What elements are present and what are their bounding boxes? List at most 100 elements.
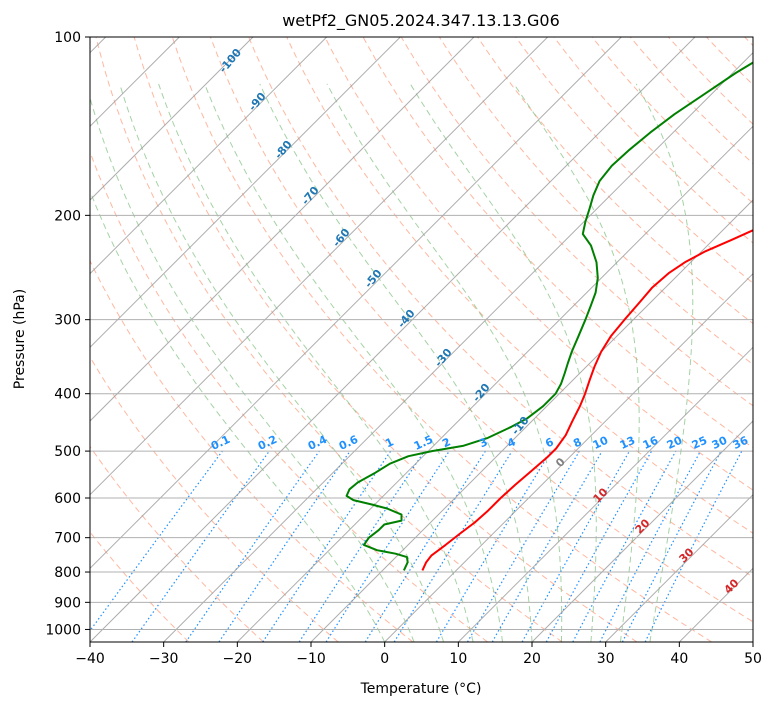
y-tick-label: 200	[54, 208, 81, 224]
dry-adiabat	[210, 37, 753, 623]
x-tick-label: 10	[449, 651, 467, 667]
mixing-ratio-line	[521, 450, 631, 642]
moist-adiabat	[158, 83, 474, 642]
dry-adiabat	[90, 531, 190, 642]
isotherm-label: -90	[246, 90, 269, 114]
dry-adiabat	[90, 356, 339, 642]
dry-adiabat	[90, 150, 488, 642]
moist-adiabat	[90, 96, 415, 642]
mixing-ratio-line	[298, 450, 425, 642]
mixing-ratio-line	[325, 450, 450, 642]
moist-adiabat	[204, 83, 503, 642]
moist-adiabat	[119, 83, 445, 642]
mixing-ratio-label: 1	[383, 435, 395, 450]
moist-adiabat	[635, 83, 694, 642]
mixing-ratio-line	[90, 450, 223, 632]
x-tick-label: 40	[670, 651, 688, 667]
y-tick-label: 1000	[45, 622, 81, 638]
moist-adiabat-label: 10	[591, 485, 611, 505]
dry-adiabat	[629, 37, 753, 165]
mixing-ratio-line	[572, 450, 677, 642]
x-tick-label: 30	[597, 651, 615, 667]
isotherm-label: -40	[395, 307, 418, 331]
mixing-ratio-label: 16	[641, 434, 661, 452]
y-tick-label: 900	[54, 595, 81, 611]
mixing-ratio-label: 25	[690, 434, 709, 452]
x-tick-label: −30	[149, 651, 179, 667]
x-tick-label: −10	[296, 651, 326, 667]
y-tick-label: 100	[54, 30, 81, 46]
mixing-ratio-line	[364, 450, 486, 642]
moist-adiabat-label: 40	[722, 576, 742, 596]
isotherm	[90, 37, 696, 642]
y-tick-label: 300	[54, 313, 81, 329]
mixing-ratio-line	[131, 450, 270, 642]
dry-adiabat	[90, 259, 414, 642]
mixing-ratio-label: 0.4	[306, 433, 329, 453]
dry-adiabat	[133, 37, 638, 642]
mixing-ratio-line	[545, 450, 653, 642]
mixing-ratio-label: 20	[665, 434, 685, 452]
isotherm	[90, 37, 622, 570]
isotherm-label: -20	[470, 381, 493, 405]
isotherm	[163, 51, 753, 642]
mixing-ratio-label: 8	[571, 435, 583, 450]
moist-adiabat	[513, 83, 640, 642]
mixing-ratio-label: 10	[591, 434, 611, 452]
mixing-ratio-label: 0.1	[209, 433, 232, 453]
moist-adiabat-label: 0	[553, 455, 568, 470]
mixing-ratio-line	[262, 450, 392, 642]
y-tick-label: 800	[54, 565, 81, 581]
isotherm-label: -70	[299, 184, 322, 208]
moist-adiabat	[409, 83, 597, 642]
isotherm	[90, 37, 475, 422]
isotherm	[236, 125, 753, 642]
y-axis-label: Pressure (hPa)	[12, 289, 28, 389]
mixing-ratio-line	[644, 450, 743, 642]
mixing-ratio-label: 0.2	[256, 433, 279, 453]
mixing-ratio-label: 0.6	[337, 433, 360, 453]
isotherm	[90, 37, 254, 201]
mixing-ratio-label: 30	[710, 434, 730, 452]
isotherm	[90, 37, 401, 349]
dry-adiabat	[324, 37, 753, 491]
y-tick-label: 700	[54, 531, 81, 547]
mixing-ratio-line	[393, 450, 513, 642]
isotherm	[678, 567, 753, 642]
isotherm	[384, 272, 753, 642]
temperature-profile	[421, 229, 753, 571]
dry-adiabat	[706, 37, 753, 86]
isotherm	[90, 37, 549, 496]
x-tick-label: 0	[380, 651, 389, 667]
isotherm	[457, 346, 753, 642]
isotherm-label: -30	[432, 346, 455, 370]
dry-adiabat	[95, 37, 563, 642]
isotherm-label: -50	[362, 267, 385, 291]
y-tick-label: 400	[54, 387, 81, 403]
mixing-ratio-line	[466, 450, 580, 642]
x-tick-label: 50	[744, 651, 762, 667]
plot-frame	[89, 36, 754, 643]
isotherm-label: -60	[330, 226, 353, 250]
dry-adiabat	[248, 37, 753, 578]
mixing-ratio-label: 13	[618, 434, 637, 452]
moist-adiabat-label: 30	[677, 545, 697, 565]
mixing-ratio-line	[185, 450, 320, 642]
isotherm	[605, 493, 753, 642]
x-tick-label: −40	[75, 651, 105, 667]
moist-adiabat-label: 20	[633, 516, 653, 536]
chart-title: wetPf2_GN05.2024.347.13.13.G06	[282, 11, 560, 31]
dry-adiabat	[744, 37, 753, 47]
dry-adiabat	[90, 445, 264, 642]
dry-adiabat	[515, 37, 753, 284]
dry-adiabat	[362, 37, 753, 449]
y-tick-label: 500	[54, 444, 81, 460]
mixing-ratio-label: 36	[731, 434, 751, 452]
x-tick-label: −20	[223, 651, 253, 667]
isotherm	[90, 37, 328, 275]
dewpoint-profile	[345, 61, 753, 571]
isotherm	[310, 199, 753, 642]
x-tick-label: 20	[523, 651, 541, 667]
mixing-ratio-label: 6	[543, 435, 556, 450]
